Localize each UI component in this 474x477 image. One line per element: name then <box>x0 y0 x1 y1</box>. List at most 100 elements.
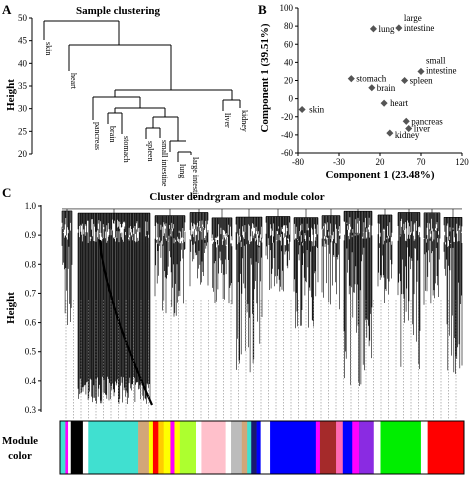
panel-a-y-tick-label: 50 <box>18 13 28 23</box>
module-color-segment <box>260 421 265 474</box>
scatter-point <box>405 124 413 133</box>
panel-b-x-tick-label: 70 <box>417 157 427 167</box>
panel-c-y-tick-label: 0.9 <box>25 230 37 240</box>
module-color-segment <box>65 421 69 474</box>
panel-b: B Component 1 (39.51%) Component 1 (23.4… <box>258 2 469 181</box>
point-label: large <box>404 13 422 23</box>
leaf-label: heart <box>69 73 78 90</box>
panel-b-x-tick-label: -30 <box>333 157 345 167</box>
module-color-segment <box>60 421 66 474</box>
panel-b-y-tick-label: -40 <box>281 130 293 140</box>
point-label: pancreas <box>411 116 443 126</box>
leaf-label: spleen <box>146 141 155 161</box>
panel-b-y-tick-label: 0 <box>289 94 294 104</box>
panel-a-y-ticks: 20 25 30 35 40 45 50 <box>18 13 32 159</box>
module-color-segment <box>373 421 381 474</box>
point-label: small <box>426 55 446 65</box>
module-color-segment <box>196 421 202 474</box>
point-label: liver <box>414 124 431 134</box>
panel-a-leaf-labels: skin heart pancreas brain stomach spleen small… <box>44 42 249 198</box>
module-color-segment <box>70 421 84 474</box>
scatter-point <box>298 105 306 114</box>
module-color-segment <box>201 421 226 474</box>
scatter-point <box>395 24 403 32</box>
panel-b-y-tick-label: -20 <box>281 112 293 122</box>
module-color-segment <box>342 421 353 474</box>
module-color-bar <box>60 421 465 474</box>
module-color-segment <box>241 421 248 474</box>
module-color-segment <box>256 421 261 474</box>
scatter-point <box>386 129 394 137</box>
panel-b-xlabel: Component 1 (23.48%) <box>325 169 434 181</box>
module-label-line-2: color <box>8 450 32 462</box>
panel-b-x-tick-label: 20 <box>376 157 386 167</box>
panel-b-y-tick-label: -60 <box>281 148 293 158</box>
panel-b-y-tick-label: 60 <box>284 39 294 49</box>
panel-a-y-tick-label: 30 <box>18 104 28 114</box>
panel-c-y-tick-label: 0.4 <box>25 376 37 386</box>
module-color-segment <box>264 421 271 474</box>
module-color-segment <box>148 421 154 474</box>
panel-c-y-tick-label: 0.8 <box>25 259 37 269</box>
guide-lines <box>65 300 457 420</box>
panel-c-y-tick-label: 0.5 <box>25 347 37 357</box>
panel-c-y-tick-label: 0.7 <box>25 288 37 298</box>
panel-c-y-tick-label: 0.3 <box>25 405 37 415</box>
module-color-segment <box>352 421 360 474</box>
panel-b-y-tick-label: 80 <box>284 21 294 31</box>
module-color-segment <box>225 421 232 474</box>
dendrogram-tail <box>98 239 154 406</box>
panel-a-y-tick-label: 45 <box>18 36 28 46</box>
module-color-segment <box>420 421 428 474</box>
module-color-segment <box>270 421 317 474</box>
panel-a-y-tick-label: 35 <box>18 81 28 91</box>
panel-a-ylabel: Height <box>5 79 17 111</box>
leaf-label: brain <box>108 126 117 142</box>
leaf-label: kidney <box>240 110 249 132</box>
dendrogram-branches <box>61 208 463 404</box>
module-color-segment <box>380 421 422 474</box>
module-color-segment <box>163 421 171 474</box>
point-label: intestine <box>426 65 457 75</box>
module-color-segment <box>88 421 139 474</box>
panel-b-y-tick-label: 40 <box>284 57 294 67</box>
leaf-label: pancreas <box>93 122 102 150</box>
module-color-segment <box>179 421 197 474</box>
module-color-bar-frame <box>59 420 465 475</box>
module-color-segment <box>82 421 89 474</box>
panel-b-ylabel: Component 1 (39.51%) <box>259 23 271 132</box>
leaf-label: liver <box>223 113 232 128</box>
panel-a-y-tick-label: 40 <box>18 58 28 68</box>
module-color-segment <box>170 421 175 474</box>
leaf-label: large intestin <box>191 157 200 198</box>
panel-c-ylabel: Height <box>5 292 17 324</box>
module-color-segment <box>152 421 159 474</box>
panel-b-ticks: -60 -40 -20 0 20 40 60 80 100 -80 -30 20 70 120 <box>280 3 470 167</box>
module-color-segment <box>138 421 150 474</box>
panel-b-x-tick-label: 120 <box>455 157 469 167</box>
scatter-point <box>380 99 388 107</box>
panel-c-y-tick-label: 0.6 <box>25 318 37 328</box>
point-label: spleen <box>410 76 433 86</box>
module-color-segment <box>174 421 181 474</box>
panel-c: C Cluster dendrgram and module color Hei… <box>2 185 465 475</box>
leaf-label: skin <box>44 42 53 55</box>
module-color-segment <box>251 421 257 474</box>
module-label-line-1: Module <box>2 435 38 447</box>
point-label: heart <box>390 98 408 108</box>
panel-c-y-ticks: 0.3 0.4 0.5 0.6 0.7 0.8 0.9 1.0 <box>25 201 41 415</box>
leaf-label: small intestine <box>160 140 169 187</box>
panel-a-title: Sample clustering <box>76 5 161 17</box>
panel-b-points: lunglargeintestinesmallintestinestomachb… <box>298 13 457 140</box>
module-color-segment <box>358 421 375 474</box>
scatter-point <box>369 25 377 33</box>
module-color-segment <box>315 421 321 474</box>
panel-b-letter: B <box>258 2 267 17</box>
point-label: skin <box>309 105 325 115</box>
module-color-segment <box>231 421 243 474</box>
module-color-segment <box>427 421 465 474</box>
panel-b-y-tick-label: 20 <box>284 76 294 86</box>
scatter-point <box>368 84 376 92</box>
module-color-segment <box>247 421 252 474</box>
